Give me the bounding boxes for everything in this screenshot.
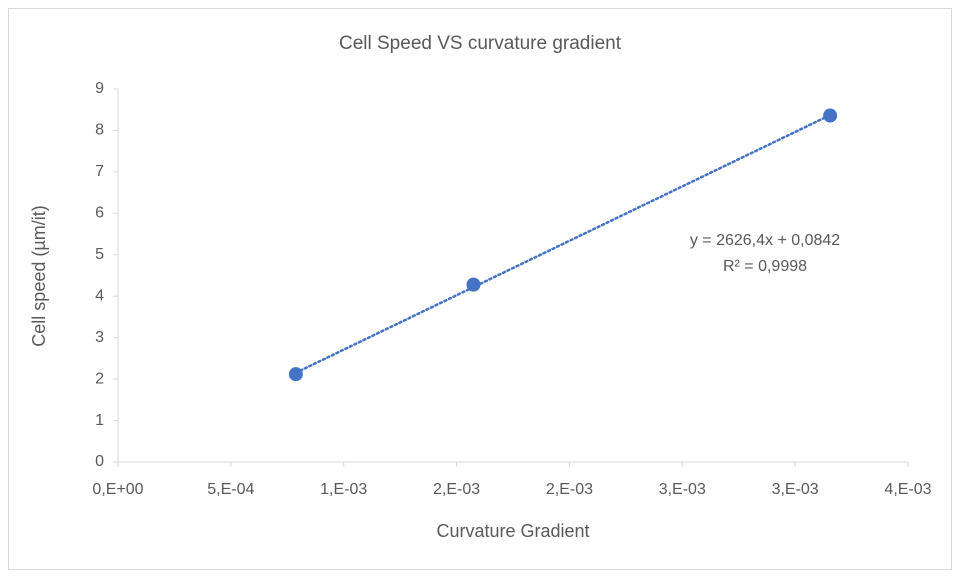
- y-tick-label: 6: [95, 205, 104, 222]
- x-tick-label: 3,E-03: [659, 481, 706, 498]
- y-axis-label: Cell speed (µm/it): [29, 205, 49, 346]
- trendline-r-squared: R² = 0,9998: [723, 258, 807, 275]
- point: [466, 277, 481, 292]
- y-tick-label: 0: [95, 453, 104, 470]
- chart-border: [8, 8, 952, 570]
- x-tick-label: 2,E-03: [546, 481, 593, 498]
- x-tick-label: 1,E-03: [320, 481, 367, 498]
- point: [288, 367, 303, 382]
- x-tick-label: 0,E+00: [92, 481, 143, 498]
- chart-title: Cell Speed VS curvature gradient: [339, 33, 622, 54]
- y-tick-label: 9: [95, 80, 104, 97]
- y-tick-label: 7: [95, 163, 104, 180]
- y-tick-label: 8: [95, 122, 104, 139]
- x-tick-label: 2,E-03: [433, 481, 480, 498]
- y-tick-label: 1: [95, 412, 104, 429]
- y-tick-label: 4: [95, 287, 104, 304]
- x-tick-label: 4,E-03: [884, 481, 931, 498]
- x-tick-label: 3,E-03: [772, 481, 819, 498]
- x-axis-label: Curvature Gradient: [436, 521, 589, 541]
- y-tick-label: 5: [95, 246, 104, 263]
- trendline-equation: y = 2626,4x + 0,0842: [690, 232, 840, 249]
- y-tick-label: 3: [95, 329, 104, 346]
- trendline: [294, 113, 832, 374]
- y-tick-label: 2: [95, 370, 104, 387]
- x-tick-label: 5,E-04: [207, 481, 254, 498]
- point: [823, 108, 838, 123]
